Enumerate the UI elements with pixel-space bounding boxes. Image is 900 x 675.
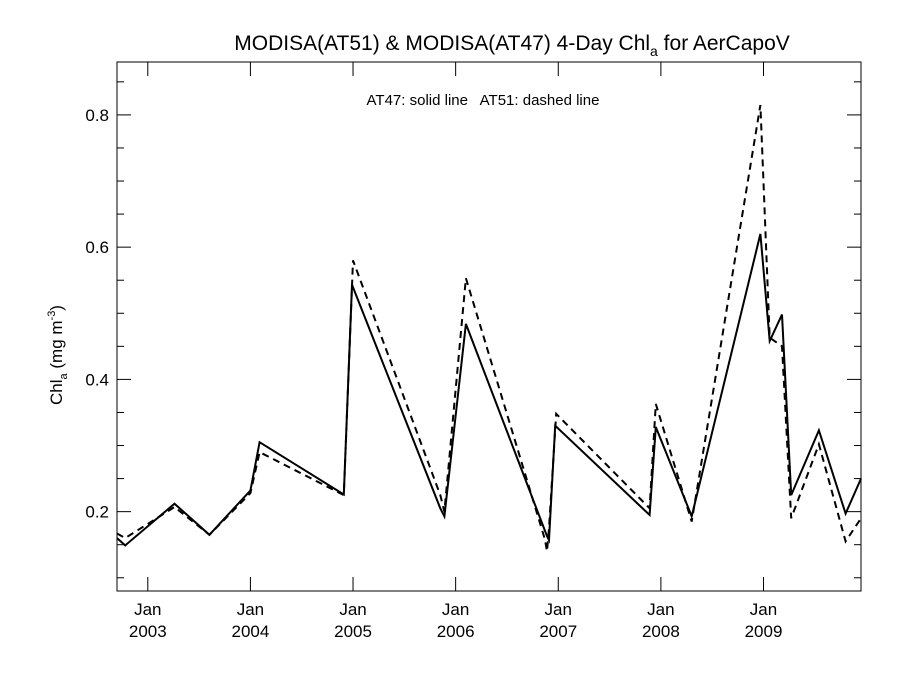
x-tick-label-year: 2008 (642, 622, 680, 641)
x-tick-label-year: 2004 (231, 622, 269, 641)
y-axis-ticks: 0.2 0.4 0.6 0.8 (85, 81, 861, 579)
series-layer (116, 104, 862, 552)
y-tick-label: 0.8 (85, 106, 109, 125)
plot-frame (116, 61, 862, 592)
x-tick-label-month: Jan (750, 600, 777, 619)
chart-title-subscript: a (650, 43, 658, 59)
x-tick-label-month: Jan (442, 600, 469, 619)
y-axis-label-main: Chl (47, 379, 66, 405)
y-axis-label-superscript: -3 (46, 311, 58, 321)
x-tick-label-year: 2009 (745, 622, 783, 641)
chart-title-tail: for AerCapoV (658, 32, 790, 55)
x-tick-label-year: 2007 (539, 622, 577, 641)
x-tick-label-month: Jan (545, 600, 572, 619)
x-tick-label-month: Jan (647, 600, 674, 619)
y-tick-label: 0.2 (85, 503, 109, 522)
chart-title-main: MODISA(AT51) & MODISA(AT47) 4-Day Chl (234, 32, 650, 55)
y-tick-label: 0.6 (85, 238, 109, 257)
series-line-at47 (116, 233, 862, 547)
y-axis-label: Chla (mg m-3) (46, 305, 70, 405)
x-tick-label-year: 2003 (129, 622, 167, 641)
x-axis-ticks: Jan 2003 Jan 2004 Jan 2005 Jan 2006 Jan 2007 Jan 20… (129, 62, 783, 641)
y-tick-label: 0.4 (85, 370, 109, 389)
series-line-at51 (116, 104, 862, 552)
x-tick-label-month: Jan (134, 600, 161, 619)
y-axis-label-subscript: a (58, 372, 70, 379)
y-axis-label-close: ) (47, 305, 66, 311)
legend-annotation: AT47: solid line AT51: dashed line (367, 92, 600, 109)
x-tick-label-year: 2005 (334, 622, 372, 641)
y-axis-label-units: (mg m (47, 320, 66, 373)
x-tick-label-month: Jan (237, 600, 264, 619)
chart-title: MODISA(AT51) & MODISA(AT47) 4-Day Chla f… (234, 32, 790, 59)
x-tick-label-month: Jan (339, 600, 366, 619)
x-tick-label-year: 2006 (437, 622, 475, 641)
